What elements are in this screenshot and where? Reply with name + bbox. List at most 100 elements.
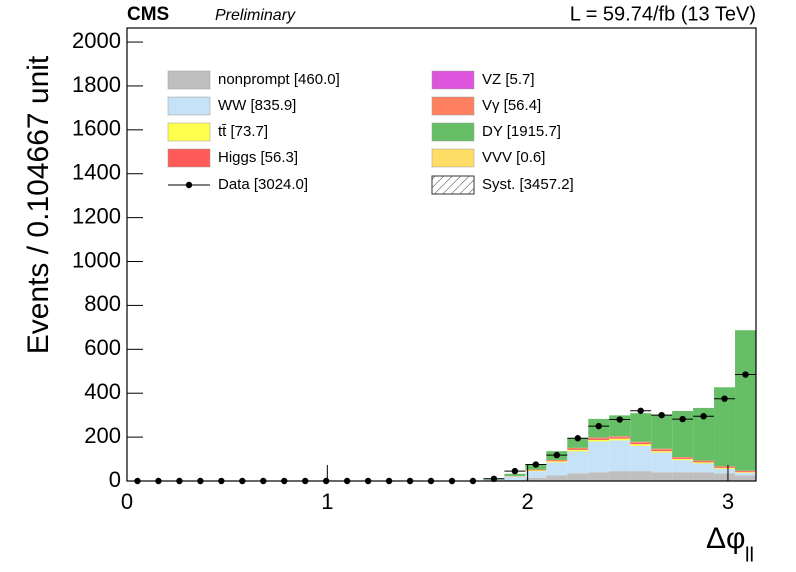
x-tick-label: 2 <box>522 489 534 514</box>
stack-segment <box>630 443 652 445</box>
stack-segment <box>735 470 756 472</box>
legend-label: tt̄ [73.7] <box>218 123 268 140</box>
legend-data-marker <box>185 181 193 189</box>
stack-segment <box>651 448 673 450</box>
y-tick-label: 200 <box>84 423 121 448</box>
stack-segment <box>546 461 568 463</box>
legend-swatch <box>167 148 211 168</box>
stack-segment <box>546 462 568 476</box>
stack-segment <box>672 457 694 458</box>
x-tick-label: 0 <box>121 489 133 514</box>
plot-frame <box>126 27 757 482</box>
stack-segment <box>588 472 610 481</box>
stack-segment <box>735 472 756 476</box>
x-axis-label: Δφ <box>706 522 746 555</box>
stack-segment <box>588 437 610 439</box>
stack-segment <box>693 407 715 461</box>
data-point <box>700 413 707 420</box>
legend-swatch <box>167 96 211 116</box>
stack-segment <box>735 472 756 473</box>
y-tick-label: 1000 <box>72 247 121 272</box>
experiment: CMS <box>127 4 169 25</box>
stack-segment <box>714 468 736 469</box>
legend-label: Higgs [56.3] <box>218 149 298 166</box>
stack-segment <box>735 330 756 471</box>
stack-segment <box>546 460 568 462</box>
legend-swatch <box>431 96 475 116</box>
stack-segment <box>651 414 673 449</box>
legend-label: VZ [5.7] <box>482 71 535 88</box>
status: Preliminary <box>215 7 296 24</box>
y-tick-label: 2000 <box>72 28 121 53</box>
y-tick-label: 1200 <box>72 203 121 228</box>
stack-segment <box>567 451 589 474</box>
legend-label: DY [1915.7] <box>482 123 561 140</box>
stack-segment <box>525 477 547 481</box>
stack-segment <box>714 467 736 469</box>
data-point <box>574 435 581 442</box>
stack-segment <box>714 466 736 468</box>
y-tick-label: 1400 <box>72 160 121 185</box>
stack-segment <box>651 452 673 473</box>
legend-swatch <box>431 122 475 142</box>
y-tick-label: 600 <box>84 335 121 360</box>
data-point <box>742 371 749 378</box>
data-point <box>637 407 644 414</box>
stack-segment <box>609 471 631 481</box>
stack-segment <box>588 441 610 473</box>
stack-segment <box>609 438 631 441</box>
y-axis-label: Events / 0.104667 unit <box>22 55 55 354</box>
stack-segment <box>693 461 715 463</box>
stack-segment <box>651 450 673 452</box>
stack-segment <box>672 472 694 481</box>
stack-segment <box>714 468 736 474</box>
y-tick-label: 400 <box>84 379 121 404</box>
legend-label: Vγ [56.4] <box>482 97 541 114</box>
stack-segment <box>567 448 589 450</box>
stack-segment <box>630 413 652 442</box>
stack-segment <box>651 472 673 481</box>
legend-label: nonprompt [460.0] <box>218 71 340 88</box>
stack-segment <box>567 473 589 481</box>
stack-segment <box>609 415 631 437</box>
y-tick-label: 1600 <box>72 116 121 141</box>
legend-swatch <box>431 148 475 168</box>
legend-label: Data [3024.0] <box>218 176 308 193</box>
stack-segment <box>630 441 652 443</box>
stack-segment <box>714 473 736 481</box>
data-point <box>616 416 623 423</box>
stack-segment <box>714 387 736 467</box>
stack-segment <box>525 471 547 478</box>
stack-segment <box>504 473 526 476</box>
legend-swatch <box>431 70 475 90</box>
x-tick-label: 1 <box>321 489 333 514</box>
data-point <box>595 422 602 430</box>
x-tick-label: 3 <box>722 489 734 514</box>
legend-syst <box>431 175 475 195</box>
stack-segment <box>504 476 526 480</box>
legend-label: Syst. [3457.2] <box>482 176 574 193</box>
data-point <box>511 467 519 475</box>
data-point <box>679 415 686 423</box>
stack-segment <box>546 475 568 481</box>
lumi: L = 59.74/fb (13 TeV) <box>570 3 756 25</box>
legend-label: WW [835.9] <box>218 97 296 114</box>
stack-segment <box>567 447 589 449</box>
legend-label: VVV [0.6] <box>482 149 545 166</box>
stack-segment <box>609 440 631 472</box>
stack-segment <box>630 445 652 472</box>
legend-swatch <box>167 122 211 142</box>
y-tick-label: 0 <box>109 467 121 492</box>
stack-segment <box>567 449 589 452</box>
stack-segment <box>735 475 756 481</box>
stack-segment <box>693 463 715 473</box>
data-point <box>721 395 728 402</box>
stack-segment <box>525 470 547 472</box>
stack-segment <box>693 460 715 462</box>
stack-segment <box>672 458 694 460</box>
data-point <box>553 451 561 459</box>
stack-segment <box>672 410 694 458</box>
y-tick-label: 800 <box>84 291 121 316</box>
